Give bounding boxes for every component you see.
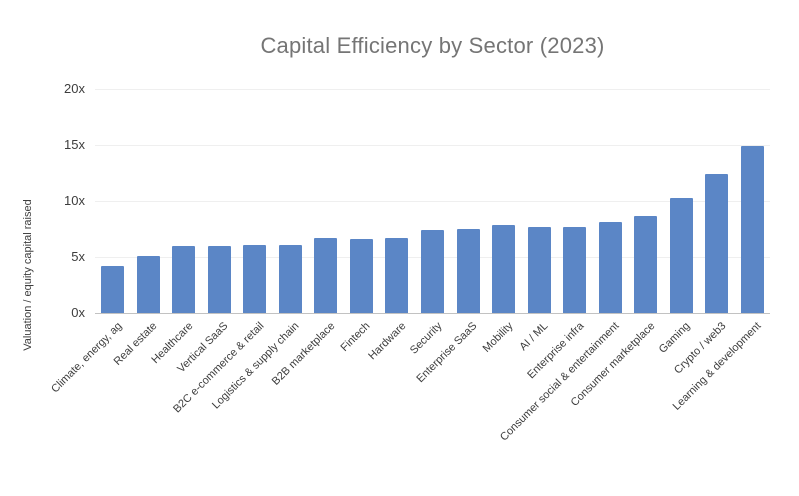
gridline	[95, 201, 770, 202]
bar	[527, 226, 551, 313]
bar	[207, 245, 231, 313]
bar	[385, 237, 409, 313]
y-tick-label: 0x	[71, 305, 85, 320]
bar	[349, 239, 373, 313]
bar	[136, 255, 160, 313]
bar	[243, 244, 267, 313]
bar	[669, 197, 693, 313]
bar	[634, 215, 658, 313]
gridline	[95, 89, 770, 90]
bar	[492, 224, 516, 313]
bar	[456, 229, 480, 313]
bar	[598, 222, 622, 313]
gridline	[95, 145, 770, 146]
y-axis-title: Valuation / equity capital raised	[22, 199, 34, 351]
bar	[705, 174, 729, 313]
y-tick-label: 15x	[64, 137, 85, 152]
y-tick-label: 20x	[64, 81, 85, 96]
y-tick-label: 10x	[64, 193, 85, 208]
bar	[101, 265, 125, 313]
chart-title: Capital Efficiency by Sector (2023)	[260, 33, 605, 58]
y-tick-label: 5x	[71, 249, 85, 264]
bar	[563, 226, 587, 313]
bar	[421, 230, 444, 313]
x-axis-line	[95, 313, 770, 314]
bar	[740, 146, 764, 313]
bar	[172, 245, 196, 313]
bar	[314, 237, 338, 313]
bar	[278, 244, 302, 313]
